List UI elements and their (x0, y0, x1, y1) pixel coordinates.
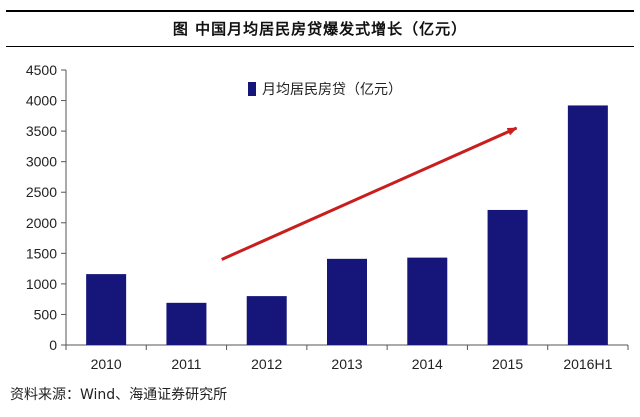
bar-2011 (166, 302, 207, 345)
bar-2016H1 (567, 105, 608, 345)
x-tick-label: 2010 (91, 356, 122, 372)
y-tick-label: 4000 (26, 93, 57, 109)
x-tick-label: 2011 (171, 356, 201, 372)
y-tick-label: 3000 (26, 154, 57, 170)
x-axis: 2010 2011 2012 2013 2014 2015 2016H1 (65, 344, 629, 372)
y-tick-label: 4500 (26, 62, 57, 78)
y-axis: 0 500 1000 1500 2000 2500 3000 3500 4000 4500 (26, 62, 67, 353)
legend-label: 月均居民房贷（亿元） (262, 82, 402, 98)
y-tick-label: 2500 (26, 184, 57, 200)
bar-2014 (407, 257, 448, 345)
x-tick-label: 2015 (492, 356, 523, 372)
title-rule-top (6, 10, 634, 12)
bar-2015 (487, 209, 528, 345)
page-title: 图 中国月均居民房贷爆发式增长（亿元） (172, 20, 468, 38)
y-tick-label: 0 (49, 337, 57, 353)
bar-2013 (327, 258, 367, 345)
y-tick-label: 500 (34, 306, 58, 322)
bar-series (86, 105, 608, 345)
bar-2012 (246, 296, 287, 345)
legend: 月均居民房贷（亿元） (248, 82, 402, 98)
y-tick-label: 1000 (26, 276, 57, 292)
source-note: 资料来源：Wind、海通证券研究所 (10, 387, 228, 403)
y-tick-label: 1500 (26, 245, 57, 261)
y-tick-label: 3500 (26, 123, 57, 139)
x-tick-label: 2016H1 (563, 356, 612, 372)
x-tick-label: 2012 (251, 356, 282, 372)
x-tick-label: 2014 (412, 356, 443, 372)
trend-arrow (221, 126, 518, 261)
bar-2010 (86, 274, 127, 345)
x-tick-label: 2013 (331, 356, 362, 372)
y-tick-label: 2000 (26, 215, 57, 231)
legend-swatch (248, 82, 256, 96)
title-rule-bottom (6, 46, 634, 47)
